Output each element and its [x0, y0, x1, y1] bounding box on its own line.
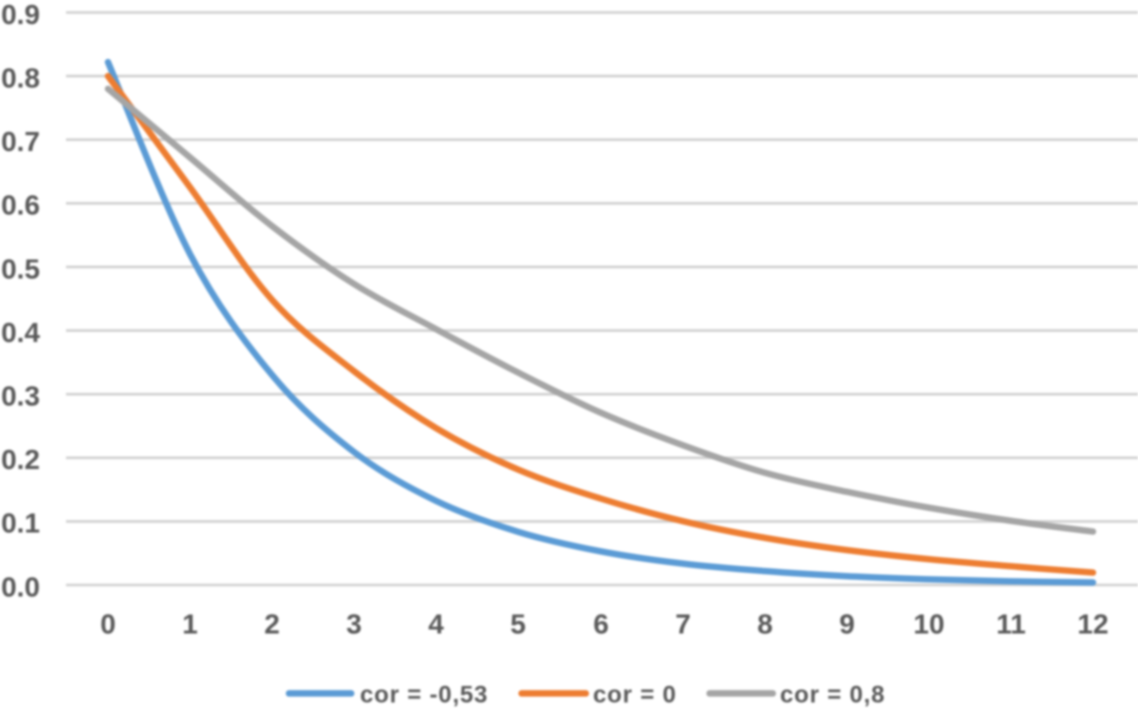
svg-text:cor = 0: cor = 0	[593, 682, 677, 709]
svg-text:0.3: 0.3	[1, 381, 40, 412]
svg-text:0.5: 0.5	[1, 253, 40, 284]
svg-text:0: 0	[100, 609, 116, 640]
svg-text:0.8: 0.8	[1, 63, 40, 94]
svg-text:cor = 0,8: cor = 0,8	[780, 682, 885, 709]
svg-text:0.2: 0.2	[1, 444, 40, 475]
svg-text:0.7: 0.7	[1, 126, 40, 157]
svg-text:11: 11	[996, 609, 1026, 640]
svg-text:0.1: 0.1	[1, 508, 40, 539]
svg-text:0.4: 0.4	[1, 317, 40, 348]
svg-text:8: 8	[757, 609, 773, 640]
svg-text:2: 2	[264, 609, 280, 640]
svg-text:0.6: 0.6	[1, 190, 40, 221]
svg-text:5: 5	[510, 609, 526, 640]
svg-text:10: 10	[913, 609, 944, 640]
svg-text:7: 7	[675, 609, 691, 640]
svg-text:9: 9	[839, 609, 855, 640]
svg-text:0.0: 0.0	[1, 571, 40, 602]
svg-text:12: 12	[1077, 609, 1108, 640]
svg-text:6: 6	[593, 609, 609, 640]
svg-text:1: 1	[182, 609, 198, 640]
svg-text:4: 4	[428, 609, 444, 640]
svg-text:0.9: 0.9	[1, 0, 40, 30]
svg-text:3: 3	[346, 609, 362, 640]
svg-text:cor = -0,53: cor = -0,53	[360, 682, 488, 709]
